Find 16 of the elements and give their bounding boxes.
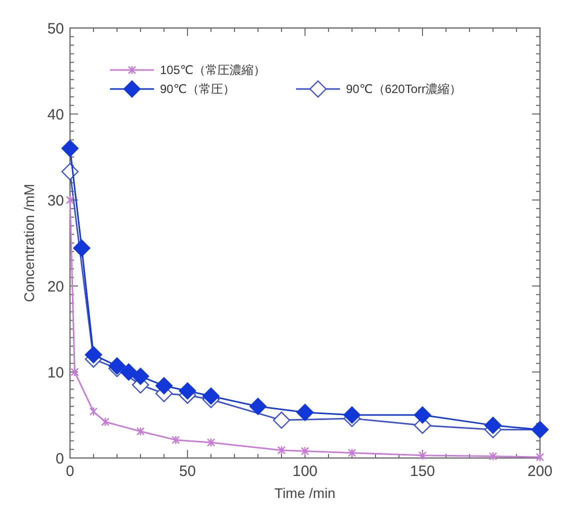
x-tick-label: 200 xyxy=(527,463,553,480)
y-tick-label: 50 xyxy=(47,20,64,38)
y-tick-label: 20 xyxy=(47,278,64,296)
y-tick-label: 40 xyxy=(47,106,64,124)
legend-label: 90℃（常圧） xyxy=(160,82,235,96)
legend-label: 105℃（常圧濃縮） xyxy=(160,63,266,78)
y-tick-label: 10 xyxy=(47,364,64,382)
x-tick-label: 100 xyxy=(292,463,318,480)
y-tick-label: 0 xyxy=(56,450,64,468)
x-tick-label: 150 xyxy=(410,463,436,480)
y-tick-label: 30 xyxy=(47,192,64,210)
legend-label: 90℃（620Torr濃縮） xyxy=(346,82,462,96)
y-axis-title: Concentration /mM xyxy=(21,184,37,302)
x-tick-label: 50 xyxy=(179,463,196,480)
x-axis-title: Time /min xyxy=(274,485,336,501)
x-tick-label: 0 xyxy=(66,463,74,480)
